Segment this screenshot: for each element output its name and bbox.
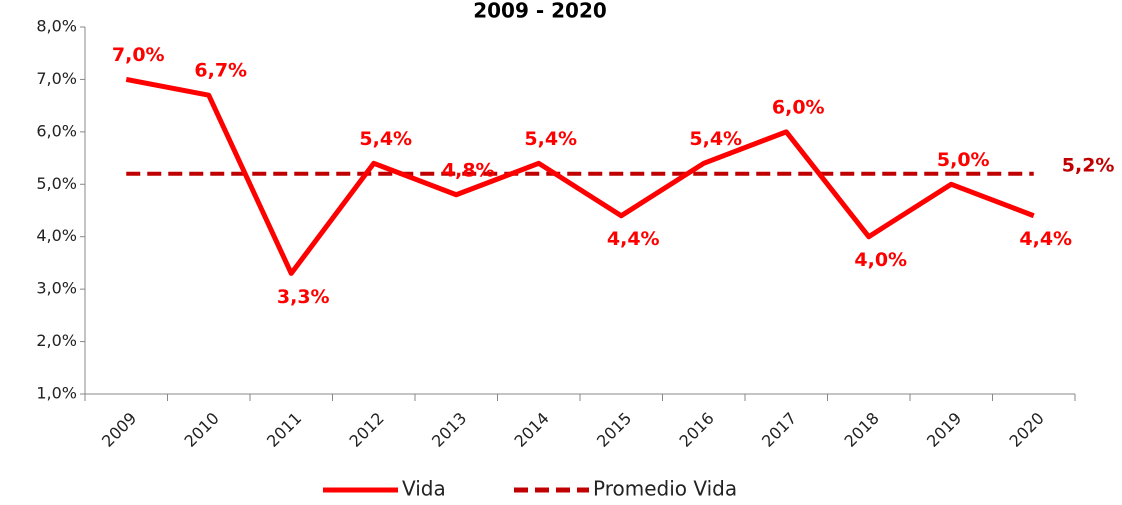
data-label: 5,4% bbox=[359, 128, 412, 150]
data-label: 7,0% bbox=[112, 44, 165, 66]
x-tick-label: 2018 bbox=[841, 409, 883, 451]
data-label: 6,0% bbox=[772, 96, 825, 118]
y-tick-label: 8,0% bbox=[36, 17, 77, 36]
x-tick-label: 2011 bbox=[263, 409, 305, 451]
data-label: 4,4% bbox=[1019, 228, 1072, 250]
x-tick-label: 2020 bbox=[1006, 409, 1048, 451]
data-label: 5,4% bbox=[524, 128, 577, 150]
data-label: 3,3% bbox=[277, 286, 330, 308]
data-label: 6,7% bbox=[194, 60, 247, 82]
y-tick-label: 5,0% bbox=[36, 174, 77, 193]
data-label: 5,0% bbox=[937, 149, 990, 171]
x-tick-label: 2014 bbox=[511, 409, 553, 451]
line bbox=[125, 76, 1035, 276]
chart-title: 2009 - 2020 bbox=[473, 0, 607, 23]
x-tick-label: 2013 bbox=[428, 409, 470, 451]
x-tick-label: 2012 bbox=[346, 409, 388, 451]
x-tick-label: 2009 bbox=[98, 409, 140, 451]
data-label: 4,0% bbox=[854, 249, 907, 271]
legend-label: Vida bbox=[402, 477, 446, 501]
data-label: 4,8% bbox=[442, 159, 495, 181]
y-tick-label: 3,0% bbox=[36, 279, 77, 298]
y-tick-label: 6,0% bbox=[36, 121, 77, 140]
x-tick-label: 2017 bbox=[758, 409, 800, 451]
y-tick-label: 4,0% bbox=[36, 226, 77, 245]
y-tick-label: 7,0% bbox=[36, 69, 77, 88]
x-tick-label: 2019 bbox=[923, 409, 965, 451]
x-tick-label: 2010 bbox=[181, 409, 223, 451]
x-tick-label: 2015 bbox=[593, 409, 635, 451]
y-tick-label: 2,0% bbox=[36, 331, 77, 350]
data-label: 5,4% bbox=[689, 128, 742, 150]
legend-label: Promedio Vida bbox=[593, 477, 737, 501]
y-tick-label: 1,0% bbox=[36, 384, 77, 403]
average-label: 5,2% bbox=[1062, 154, 1115, 176]
data-label: 4,4% bbox=[607, 228, 660, 250]
x-tick-label: 2016 bbox=[676, 409, 718, 451]
